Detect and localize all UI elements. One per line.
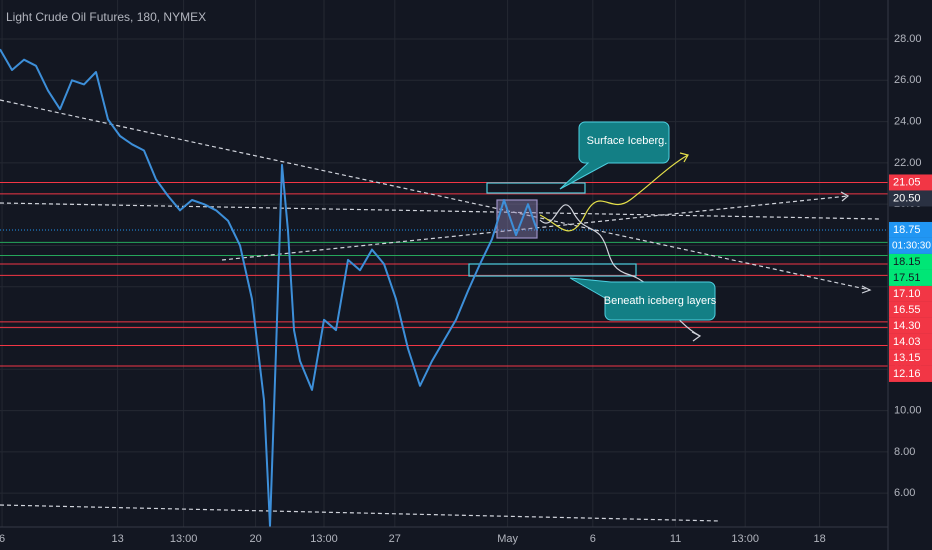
- price-axis: 6.008.0010.0012.0014.0016.0018.0020.0022…: [0, 33, 932, 545]
- annotation-text: Surface Iceberg.: [587, 135, 668, 147]
- grid: [0, 0, 888, 527]
- callouts: Surface Iceberg. Beneath iceberg layers: [559, 121, 717, 321]
- x-tick-label: 13: [111, 533, 123, 545]
- x-tick-label: 13:00: [310, 533, 338, 545]
- y-tick-label: 10.00: [894, 404, 922, 416]
- x-tick-label: 20: [249, 533, 261, 545]
- x-tick-label: 13:00: [170, 533, 198, 545]
- zone-box: [486, 182, 586, 194]
- callout: [569, 277, 716, 321]
- level-label-bg: [889, 174, 932, 191]
- x-tick-label: 6: [590, 533, 596, 545]
- callout: [559, 121, 670, 190]
- level-label: 16.55: [893, 304, 921, 316]
- arrow-head: [840, 191, 850, 202]
- annotation-text: Beneath iceberg layers: [604, 295, 717, 307]
- level-label-bg: [889, 301, 932, 318]
- level-label: 18.75: [893, 224, 921, 236]
- y-tick-label: 8.00: [894, 446, 915, 458]
- x-tick-label: 18: [813, 533, 825, 545]
- level-label-bg: [889, 190, 932, 207]
- trend-line: [0, 504, 721, 522]
- drawings: [0, 99, 881, 522]
- x-tick-label: May: [497, 533, 518, 545]
- trend-line: [0, 99, 871, 291]
- countdown-bg: [889, 237, 932, 254]
- level-label-bg: [889, 333, 932, 350]
- y-tick-label: 22.00: [894, 157, 922, 169]
- level-label-bg: [889, 317, 932, 334]
- projection-path: [539, 154, 689, 232]
- level-label: 13.15: [893, 352, 921, 364]
- y-tick-label: 24.00: [894, 115, 922, 127]
- price-line: [0, 48, 538, 528]
- level-label-bg: [889, 349, 932, 366]
- x-tick-label: 11: [670, 533, 681, 545]
- level-label: 14.30: [893, 320, 921, 332]
- level-label: 20.50: [893, 192, 921, 204]
- plot: [0, 48, 538, 528]
- countdown: 01:30:30: [892, 241, 931, 252]
- level-label: 17.51: [893, 272, 921, 284]
- levels: [0, 181, 888, 367]
- arrow-head: [679, 152, 689, 163]
- level-label: 14.03: [893, 336, 921, 348]
- level-label-bg: [889, 285, 932, 302]
- level-label: 21.05: [893, 176, 921, 188]
- x-tick-label: 27: [389, 533, 401, 545]
- x-tick-label: 13:00: [731, 533, 759, 545]
- level-label-bg: [889, 365, 932, 382]
- level-label: 17.10: [893, 288, 921, 300]
- arrow-head: [861, 285, 872, 294]
- y-tick-label: 26.00: [894, 74, 922, 86]
- y-tick-label: 6.00: [894, 487, 915, 499]
- level-label-bg: [889, 253, 932, 270]
- level-label: 12.16: [893, 368, 921, 380]
- y-tick-label: 28.00: [894, 33, 922, 45]
- level-label-bg: [889, 221, 932, 238]
- arrow-head: [691, 331, 702, 342]
- level-label: 18.15: [893, 256, 921, 268]
- chart-title: Light Crude Oil Futures, 180, NYMEX: [6, 10, 206, 24]
- zone-box: [468, 263, 637, 277]
- x-tick-label: 6: [0, 533, 5, 545]
- level-label-bg: [889, 269, 932, 286]
